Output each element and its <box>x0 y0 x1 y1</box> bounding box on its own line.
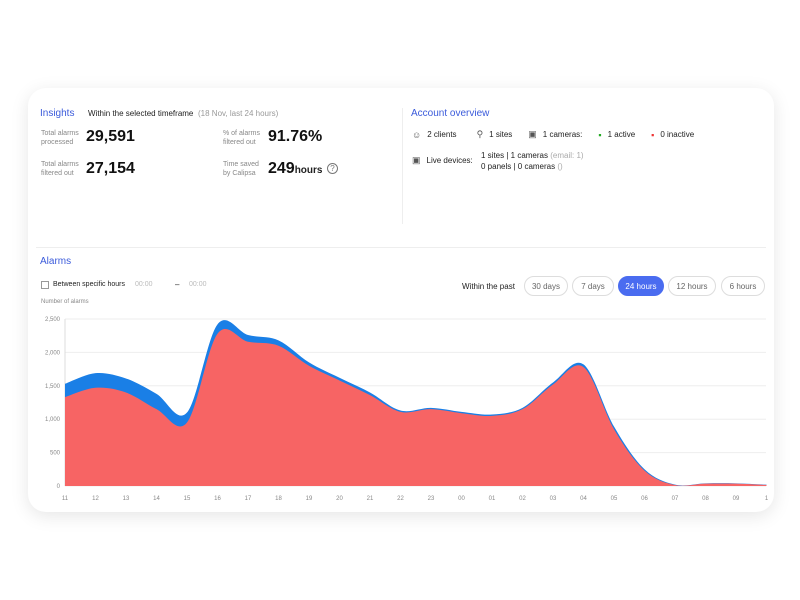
x-tick-label: 20 <box>336 496 343 502</box>
range-button-24-hours[interactable]: 24 hours <box>618 276 664 296</box>
x-tick-label: 16 <box>214 496 221 502</box>
filtered-alarms-area <box>65 328 767 486</box>
filtered-value: 27,154 <box>86 160 135 177</box>
label: % of alarms <box>223 130 260 137</box>
inactive-count: 0 inactive <box>660 130 695 139</box>
active-count: 1 active <box>607 130 636 139</box>
live-line1-note: (email: 1) <box>550 151 584 160</box>
x-tick-label: 04 <box>580 496 587 502</box>
camera-active-icon: ▪ <box>598 129 602 140</box>
within-past-label: Within the past <box>462 282 515 291</box>
label: filtered out <box>223 139 256 146</box>
x-tick-label: 22 <box>397 496 404 502</box>
x-tick-label: 09 <box>733 496 740 502</box>
x-tick-label: 00 <box>458 496 465 502</box>
y-tick-label: 0 <box>57 484 61 490</box>
total-processed-value: 29,591 <box>86 128 135 145</box>
x-tick-label: 1 <box>765 496 769 502</box>
x-tick-label: 11 <box>62 496 69 502</box>
from-time-input[interactable]: 00:00 <box>135 281 153 288</box>
time-saved-value: 249 <box>268 160 295 177</box>
x-tick-label: 19 <box>306 496 313 502</box>
time-dash: – <box>175 280 180 289</box>
x-tick-label: 02 <box>519 496 526 502</box>
insights-range: (18 Nov, last 24 hours) <box>198 109 279 118</box>
between-hours-label: Between specific hours <box>53 281 125 288</box>
live-devices-label: Live devices: <box>426 156 473 165</box>
divider <box>402 108 403 224</box>
y-axis-label: Number of alarms <box>41 299 89 305</box>
x-tick-label: 05 <box>611 496 618 502</box>
label: processed <box>41 139 74 146</box>
live-line2-note: () <box>557 162 563 171</box>
user-icon: ☺ <box>412 129 422 140</box>
location-pin-icon: ⚲ <box>476 129 484 139</box>
label: Time saved <box>223 161 259 168</box>
x-tick-label: 14 <box>153 496 160 502</box>
to-time-input[interactable]: 00:00 <box>189 281 207 288</box>
alarms-title: Alarms <box>40 256 72 267</box>
x-tick-label: 03 <box>550 496 557 502</box>
x-tick-label: 21 <box>367 496 374 502</box>
y-tick-label: 500 <box>50 451 61 457</box>
y-tick-label: 2,000 <box>45 350 61 356</box>
divider <box>36 247 766 248</box>
live-line1: 1 sites | 1 cameras <box>481 151 548 160</box>
x-tick-label: 07 <box>672 496 679 502</box>
x-tick-label: 13 <box>123 496 130 502</box>
y-tick-label: 1,000 <box>45 417 61 423</box>
help-icon[interactable]: ? <box>327 163 338 174</box>
label: Total alarms <box>41 130 79 137</box>
account-title: Account overview <box>411 108 490 119</box>
label: by Calipsa <box>223 170 256 177</box>
y-tick-label: 1,500 <box>45 384 61 390</box>
range-button-30-days[interactable]: 30 days <box>524 276 568 296</box>
x-tick-label: 01 <box>489 496 496 502</box>
time-unit: hours <box>294 165 323 176</box>
cameras-count: 1 cameras: <box>542 130 583 139</box>
x-tick-label: 23 <box>428 496 435 502</box>
x-tick-label: 15 <box>184 496 191 502</box>
camera-icon: ▣ <box>528 129 537 139</box>
x-tick-label: 17 <box>245 496 252 502</box>
sites-count: 1 sites <box>489 130 513 139</box>
range-button-7-days[interactable]: 7 days <box>572 276 614 296</box>
camera-inactive-icon: ▪ <box>651 129 655 140</box>
range-button-6-hours[interactable]: 6 hours <box>721 276 765 296</box>
clients-count: 2 clients <box>427 130 457 139</box>
between-hours-checkbox[interactable] <box>41 281 49 289</box>
label: filtered out <box>41 170 74 177</box>
live-line2: 0 panels | 0 cameras <box>481 162 556 171</box>
insights-title: Insights <box>40 108 75 119</box>
label: Total alarms <box>41 161 79 168</box>
y-tick-label: 2,500 <box>45 317 61 323</box>
x-tick-label: 12 <box>92 496 99 502</box>
x-tick-label: 08 <box>702 496 709 502</box>
pct-filtered-value: 91.76% <box>268 128 323 145</box>
x-tick-label: 18 <box>275 496 282 502</box>
x-tick-label: 06 <box>641 496 648 502</box>
range-button-12-hours[interactable]: 12 hours <box>668 276 716 296</box>
insights-subtitle: Within the selected timeframe <box>88 109 194 118</box>
camera-icon: ▣ <box>412 155 421 165</box>
